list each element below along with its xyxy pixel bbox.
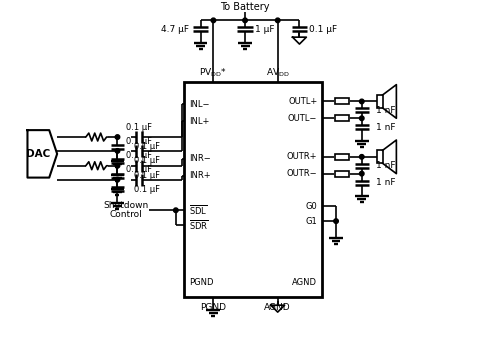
Text: 0.1 µF: 0.1 µF [134, 171, 160, 180]
Circle shape [243, 18, 248, 23]
Bar [376, 150, 382, 163]
Circle shape [360, 116, 364, 121]
Text: INL−: INL− [188, 100, 209, 109]
Text: Control: Control [110, 210, 142, 219]
Text: G0: G0 [306, 202, 318, 211]
Bar [184, 82, 322, 297]
Text: INR−: INR− [188, 154, 210, 163]
Text: 0.1 µF: 0.1 µF [310, 25, 338, 34]
Text: 4.7 µF: 4.7 µF [160, 25, 188, 34]
Text: AGND: AGND [264, 303, 291, 312]
Circle shape [115, 135, 119, 139]
Text: G1: G1 [306, 217, 318, 226]
Text: 0.1 µF: 0.1 µF [134, 142, 160, 151]
Circle shape [211, 18, 216, 23]
Circle shape [360, 99, 364, 104]
Circle shape [174, 208, 178, 213]
Text: DAC: DAC [26, 149, 50, 159]
Circle shape [276, 18, 280, 23]
Text: 0.1 µF: 0.1 µF [126, 165, 152, 174]
Text: OUTL−: OUTL− [288, 114, 318, 123]
Text: 1 nF: 1 nF [376, 178, 395, 187]
Text: 0.1 µF: 0.1 µF [134, 185, 160, 194]
Text: $\overline{\mathrm{SDL}}$: $\overline{\mathrm{SDL}}$ [188, 203, 207, 217]
Bar [334, 154, 349, 160]
Text: 0.1 µF: 0.1 µF [126, 151, 152, 160]
Text: OUTL+: OUTL+ [288, 97, 318, 106]
Text: To Battery: To Battery [220, 3, 270, 13]
Text: PV$_\mathrm{DD}$*: PV$_\mathrm{DD}$* [200, 67, 228, 79]
Text: 1 nF: 1 nF [376, 106, 395, 115]
Text: INL+: INL+ [188, 117, 209, 126]
Text: AV$_\mathrm{DD}$: AV$_\mathrm{DD}$ [266, 67, 289, 79]
Text: 1 nF: 1 nF [376, 123, 395, 132]
Text: 1 µF: 1 µF [255, 25, 274, 34]
Text: OUTR−: OUTR− [286, 169, 318, 178]
Text: AGND: AGND [292, 278, 318, 287]
Text: $\overline{\mathrm{SDR}}$: $\overline{\mathrm{SDR}}$ [188, 218, 208, 232]
Circle shape [360, 171, 364, 176]
Bar [334, 171, 349, 176]
Text: PGND: PGND [200, 303, 226, 312]
Circle shape [115, 164, 119, 168]
Circle shape [360, 155, 364, 159]
Polygon shape [28, 130, 57, 178]
Text: INR+: INR+ [188, 171, 210, 180]
Bar [334, 115, 349, 121]
Circle shape [115, 177, 119, 182]
Bar [376, 95, 382, 108]
Circle shape [115, 149, 119, 153]
Circle shape [334, 219, 338, 223]
Bar [334, 98, 349, 105]
Text: 0.1 µF: 0.1 µF [126, 123, 152, 132]
Text: Shutdown: Shutdown [104, 201, 149, 210]
Text: 0.1 µF: 0.1 µF [134, 156, 160, 165]
Text: PGND: PGND [188, 278, 213, 287]
Text: 0.1 µF: 0.1 µF [126, 136, 152, 145]
Text: OUTR+: OUTR+ [287, 152, 318, 161]
Text: 1 nF: 1 nF [376, 161, 395, 170]
